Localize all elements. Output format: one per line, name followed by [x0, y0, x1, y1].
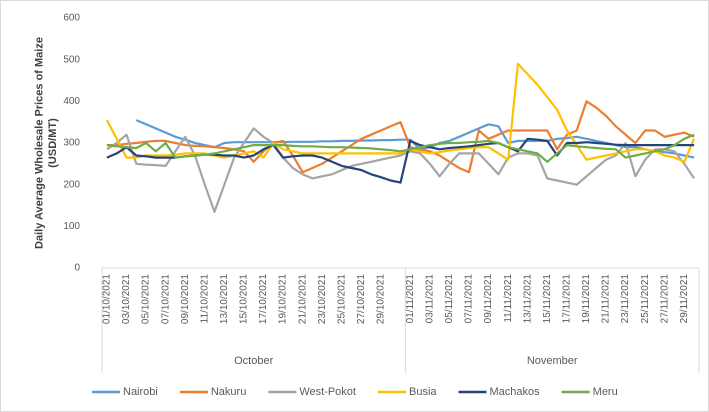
legend-label: Nakuru — [211, 386, 246, 398]
x-tick-label: 15/10/2021 — [239, 274, 250, 324]
series-line — [135, 119, 695, 159]
x-tick-label: 21/10/2021 — [297, 274, 308, 324]
x-tick-label: 29/10/2021 — [376, 274, 387, 324]
y-tick-label: 100 — [63, 221, 80, 232]
x-tick-label: 11/11/2021 — [503, 274, 514, 323]
legend-label: Nairobi — [123, 386, 158, 398]
legend-label: Meru — [593, 386, 618, 398]
x-tick-label: 19/11/2021 — [581, 274, 592, 324]
series-line — [105, 62, 696, 163]
y-tick-label: 400 — [63, 96, 80, 107]
x-tick-label: 21/11/2021 — [601, 274, 612, 324]
legend-label: Machakos — [490, 386, 541, 398]
x-tick-label: 27/10/2021 — [356, 274, 367, 324]
series-line — [106, 133, 695, 163]
x-group-label: November — [527, 355, 578, 367]
x-tick-label: 17/10/2021 — [258, 274, 269, 324]
y-tick-label: 500 — [63, 54, 80, 65]
legend-label: West-Pokot — [299, 386, 356, 398]
series-line — [106, 127, 696, 213]
x-tick-label: 17/11/2021 — [562, 274, 573, 324]
x-tick-label: 07/10/2021 — [160, 274, 171, 324]
x-tick-label: 13/11/2021 — [522, 274, 533, 324]
x-group-label: October — [234, 355, 273, 367]
series-line — [106, 100, 695, 174]
x-tick-label: 03/10/2021 — [121, 274, 132, 324]
x-tick-label: 27/11/2021 — [659, 274, 670, 324]
x-tick-label: 01/10/2021 — [102, 274, 113, 324]
x-tick-label: 09/11/2021 — [483, 274, 494, 324]
y-tick-label: 600 — [63, 13, 80, 24]
x-tick-label: 05/10/2021 — [141, 274, 152, 324]
x-tick-label: 09/10/2021 — [180, 274, 191, 324]
x-tick-label: 25/10/2021 — [336, 274, 347, 324]
x-tick-label: 13/10/2021 — [219, 274, 230, 324]
y-tick-label: 300 — [63, 138, 80, 149]
x-tick-label: 07/11/2021 — [464, 274, 475, 324]
x-tick-label: 05/11/2021 — [444, 274, 455, 324]
x-tick-label: 23/10/2021 — [317, 274, 328, 324]
y-axis-label: Daily Average Wholesale Prices of Maize(… — [33, 37, 59, 249]
x-tick-label: 23/11/2021 — [620, 274, 631, 324]
x-tick-label: 11/10/2021 — [199, 274, 210, 324]
y-tick-label: 200 — [63, 179, 80, 190]
y-tick-label: 0 — [74, 263, 80, 274]
x-tick-label: 25/11/2021 — [640, 274, 651, 324]
legend-label: Busia — [409, 386, 437, 398]
x-tick-label: 19/10/2021 — [278, 274, 289, 324]
x-tick-label: 15/11/2021 — [542, 274, 553, 324]
x-tick-label: 29/11/2021 — [679, 274, 690, 324]
x-tick-label: 01/11/2021 — [405, 274, 416, 324]
x-tick-label: 03/11/2021 — [425, 274, 436, 324]
